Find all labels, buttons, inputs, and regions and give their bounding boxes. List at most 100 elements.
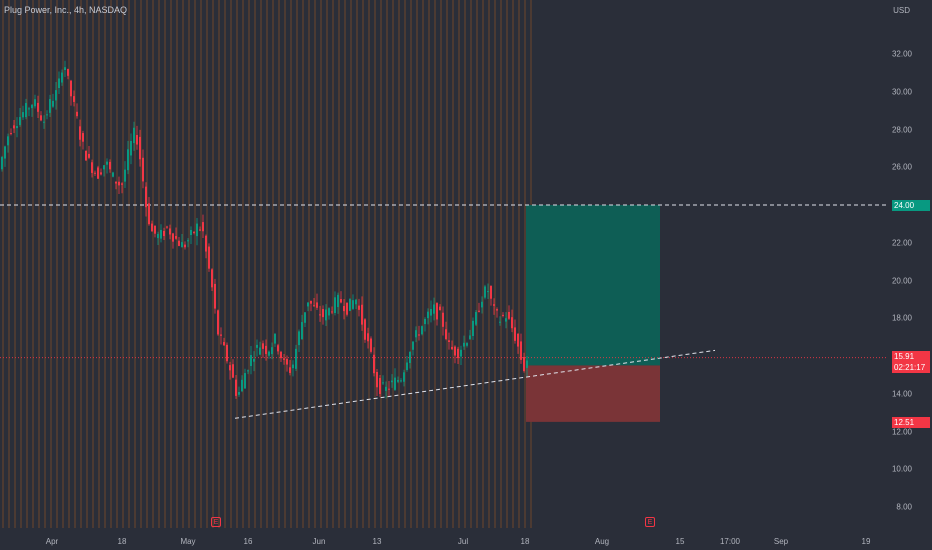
candle-64 <box>193 231 195 235</box>
candle-161 <box>484 284 486 300</box>
candle-107 <box>322 305 324 325</box>
candle-144 <box>433 297 435 321</box>
candle-7 <box>22 105 24 121</box>
candle-87 <box>262 340 264 358</box>
candle-24 <box>73 90 75 107</box>
candle-34 <box>103 165 105 177</box>
candle-42 <box>127 140 129 175</box>
stop-price-tag: 12.51 <box>892 417 930 428</box>
earnings-marker-aug[interactable]: E <box>645 517 655 527</box>
candle-100 <box>301 314 303 340</box>
candle-165 <box>496 307 498 318</box>
candle-172 <box>517 333 519 354</box>
candle-94 <box>283 354 285 365</box>
candle-150 <box>451 340 453 351</box>
candle-10 <box>31 104 33 117</box>
candle-124 <box>373 347 375 377</box>
candle-154 <box>463 335 465 350</box>
candle-171 <box>514 319 516 344</box>
candle-15 <box>46 110 48 120</box>
candle-145 <box>436 302 438 326</box>
candle-127 <box>382 375 384 386</box>
candle-141 <box>424 317 426 332</box>
candle-163 <box>490 285 492 306</box>
time-tick-8: Aug <box>594 537 610 546</box>
candle-97 <box>292 360 294 377</box>
candle-78 <box>235 375 237 399</box>
candle-151 <box>454 345 456 364</box>
candle-126 <box>379 375 381 397</box>
earnings-marker-may[interactable]: E <box>211 517 221 527</box>
candle-122 <box>367 327 369 349</box>
candle-102 <box>307 302 309 312</box>
candle-67 <box>202 214 204 238</box>
candle-152 <box>457 346 459 364</box>
candle-153 <box>460 345 462 366</box>
candle-175 <box>526 356 528 377</box>
candle-148 <box>445 321 447 341</box>
candle-113 <box>340 291 342 304</box>
candle-1 <box>4 145 6 167</box>
candle-6 <box>19 108 21 127</box>
candle-33 <box>100 168 102 176</box>
candle-0 <box>1 155 3 172</box>
candle-86 <box>259 341 261 356</box>
candle-57 <box>172 232 174 249</box>
candle-66 <box>199 226 201 232</box>
candle-147 <box>442 306 444 336</box>
candle-115 <box>346 302 348 317</box>
candle-129 <box>388 381 390 397</box>
candle-5 <box>16 117 18 138</box>
candle-92 <box>277 343 279 355</box>
candle-51 <box>154 225 156 238</box>
candle-91 <box>274 333 276 347</box>
candle-162 <box>487 283 489 300</box>
price-tick-12: 8.00 <box>896 502 912 512</box>
candle-140 <box>421 325 423 336</box>
candle-105 <box>316 293 318 310</box>
candle-41 <box>124 161 126 189</box>
candle-70 <box>211 268 213 292</box>
candle-65 <box>196 218 198 246</box>
candle-156 <box>469 329 471 340</box>
candle-170 <box>511 309 513 333</box>
time-tick-2: May <box>180 537 196 546</box>
candle-22 <box>67 68 69 80</box>
price-tick-5: 22.00 <box>891 238 912 248</box>
candle-72 <box>217 309 219 336</box>
countdown-tag: 02:21:17 <box>892 362 930 373</box>
candle-77 <box>232 359 234 379</box>
candle-116 <box>349 298 351 312</box>
candle-71 <box>214 278 216 314</box>
candle-101 <box>304 312 306 328</box>
candle-28 <box>85 150 87 161</box>
candle-47 <box>142 149 144 189</box>
time-tick-3: 16 <box>243 537 253 546</box>
target-price-tag: 24.00 <box>892 200 930 211</box>
candle-27 <box>82 130 84 150</box>
candle-167 <box>502 312 504 318</box>
price-tick-1: 30.00 <box>891 87 912 97</box>
price-tick-3: 26.00 <box>891 162 912 172</box>
candle-68 <box>205 234 207 259</box>
candle-108 <box>325 304 327 326</box>
candle-14 <box>43 115 45 129</box>
candle-84 <box>253 351 255 372</box>
currency-label[interactable]: USD <box>893 6 910 15</box>
last-price-tag: 15.91 <box>892 351 930 362</box>
candle-159 <box>478 302 480 313</box>
candle-143 <box>430 300 432 323</box>
symbol-title[interactable]: Plug Power, Inc., 4h, NASDAQ <box>4 5 128 15</box>
time-tick-0: Apr <box>45 537 59 546</box>
candle-98 <box>295 344 297 371</box>
candle-75 <box>226 342 228 364</box>
candle-3 <box>10 128 12 136</box>
time-tick-4: Jun <box>312 537 326 546</box>
candle-82 <box>247 369 249 375</box>
candle-37 <box>112 171 114 178</box>
candle-61 <box>184 241 186 250</box>
candle-149 <box>448 332 450 350</box>
candle-130 <box>391 374 393 388</box>
candle-134 <box>403 369 405 387</box>
